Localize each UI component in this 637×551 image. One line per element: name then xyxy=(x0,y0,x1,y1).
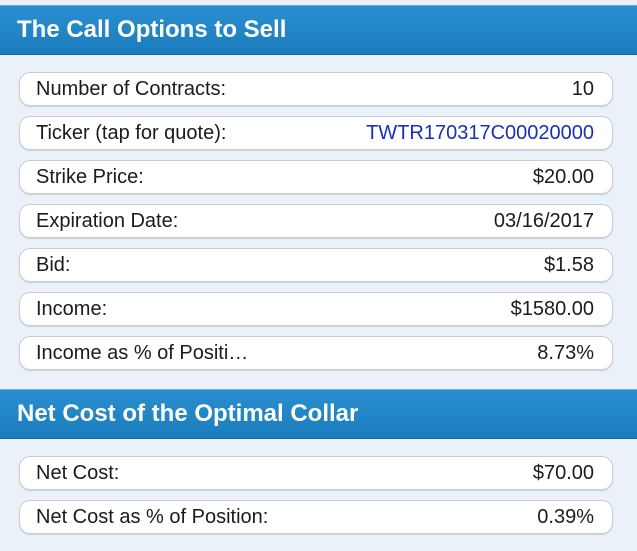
income-row: Income: $1580.00 xyxy=(19,292,613,326)
ticker-row[interactable]: Ticker (tap for quote): TWTR170317C00020… xyxy=(19,116,613,150)
net-cost-section-header: Net Cost of the Optimal Collar xyxy=(0,389,637,439)
income-value: $1580.00 xyxy=(510,298,594,320)
ticker-quote-link[interactable]: TWTR170317C00020000 xyxy=(366,122,594,144)
number-of-contracts-row: Number of Contracts: 10 xyxy=(19,72,613,106)
strike-price-label: Strike Price: xyxy=(36,166,144,188)
bid-value: $1.58 xyxy=(543,254,594,276)
net-cost-percent-row: Net Cost as % of Position: 0.39% xyxy=(19,500,613,534)
bid-row: Bid: $1.58 xyxy=(19,248,613,282)
expiration-date-label: Expiration Date: xyxy=(36,210,179,232)
top-strip xyxy=(0,0,637,5)
ticker-label: Ticker (tap for quote): xyxy=(36,122,227,144)
number-of-contracts-label: Number of Contracts: xyxy=(36,78,227,100)
call-options-section-header: The Call Options to Sell xyxy=(0,5,637,55)
net-cost-row: Net Cost: $70.00 xyxy=(19,456,613,490)
income-percent-row: Income as % of Positi… 8.73% xyxy=(19,336,613,370)
number-of-contracts-value: 10 xyxy=(571,78,594,100)
bid-label: Bid: xyxy=(36,254,71,276)
strike-price-row: Strike Price: $20.00 xyxy=(19,160,613,194)
income-label: Income: xyxy=(36,298,108,320)
net-cost-percent-value: 0.39% xyxy=(537,506,594,528)
net-cost-label: Net Cost: xyxy=(36,462,120,484)
income-percent-value: 8.73% xyxy=(537,342,594,364)
strike-price-value: $20.00 xyxy=(532,166,594,188)
expiration-date-value: 03/16/2017 xyxy=(493,210,594,232)
net-cost-percent-label: Net Cost as % of Position: xyxy=(36,506,269,528)
net-cost-value: $70.00 xyxy=(532,462,594,484)
expiration-date-row: Expiration Date: 03/16/2017 xyxy=(19,204,613,238)
income-percent-label: Income as % of Positi… xyxy=(36,342,249,364)
